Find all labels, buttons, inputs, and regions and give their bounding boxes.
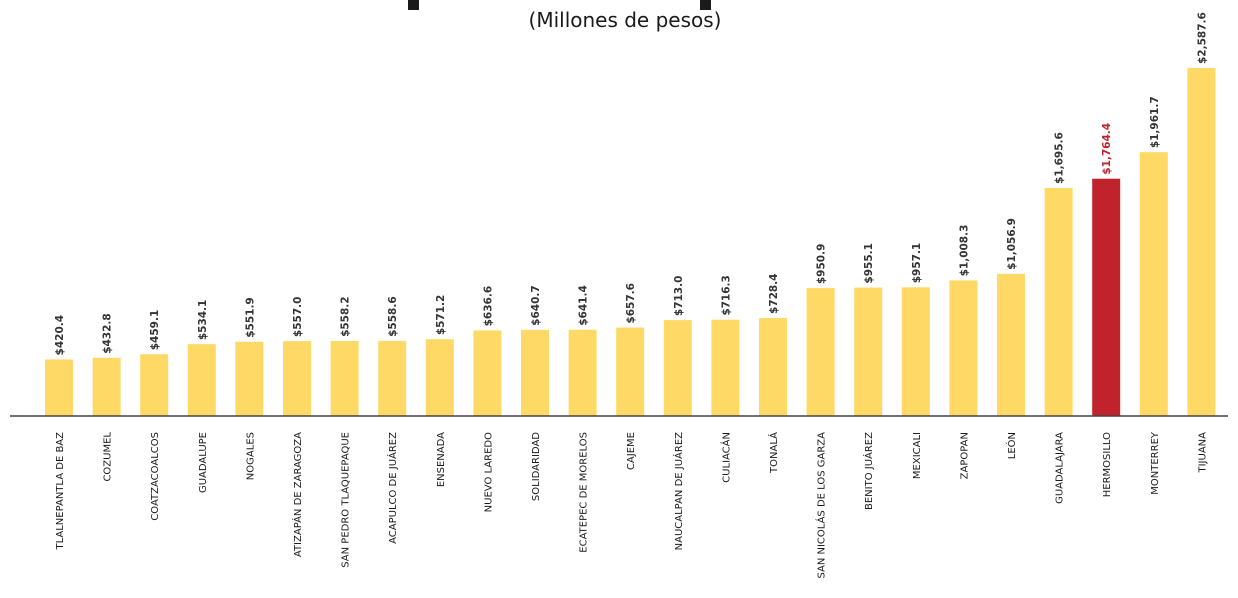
value-label-22: $1,764.4 xyxy=(1101,123,1113,175)
bar-3 xyxy=(187,344,216,416)
bar-2 xyxy=(140,354,169,416)
category-label-19: ZAPOPAN xyxy=(959,432,970,479)
value-label-13: $713.0 xyxy=(673,276,685,317)
category-label-22: HERMOSILLO xyxy=(1102,432,1113,497)
value-label-3: $534.1 xyxy=(197,300,209,341)
bar-24 xyxy=(1187,68,1216,416)
bar-19 xyxy=(949,280,978,416)
value-label-15: $728.4 xyxy=(768,274,780,315)
bar-16 xyxy=(806,288,835,416)
value-label-4: $551.9 xyxy=(244,297,256,338)
bar-18 xyxy=(901,287,930,416)
chart-subtitle: (Millones de pesos) xyxy=(528,8,722,32)
bar-8 xyxy=(425,339,454,416)
category-label-20: LEÓN xyxy=(1005,432,1018,459)
value-label-20: $1,056.9 xyxy=(1006,218,1018,270)
category-labels-group: TLALNEPANTLA DE BAZ COZUMEL COATZACOALCOS G… xyxy=(55,431,1208,578)
value-label-24: $2,587.6 xyxy=(1196,12,1208,64)
category-label-1: COZUMEL xyxy=(103,432,114,482)
category-label-10: SOLIDARIDAD xyxy=(531,432,542,501)
category-label-23: MONTERREY xyxy=(1150,431,1161,495)
category-label-15: TONALÁ xyxy=(767,432,780,474)
bar-9 xyxy=(473,330,502,416)
bar-20 xyxy=(997,273,1025,416)
bar-14 xyxy=(711,319,740,416)
bar-12 xyxy=(616,327,645,416)
category-label-2: COATZACOALCOS xyxy=(150,432,161,521)
category-label-18: MEXICALI xyxy=(912,432,923,479)
bar-17 xyxy=(854,287,883,416)
value-label-7: $558.6 xyxy=(387,296,399,337)
category-label-6: SAN PEDRO TLAQUEPAQUE xyxy=(341,432,352,568)
category-label-11: ECATEPEC DE MORELOS xyxy=(579,432,590,553)
category-label-16: SAN NICOLÁS DE LOS GARZA xyxy=(815,432,828,579)
bar-0 xyxy=(45,359,73,416)
category-label-9: NUEVO LAREDO xyxy=(483,432,494,512)
title-fragment xyxy=(408,0,711,10)
category-label-24: TIJUANA xyxy=(1197,432,1208,474)
value-label-6: $558.2 xyxy=(340,296,352,337)
value-label-17: $955.1 xyxy=(863,243,875,284)
value-label-0: $420.4 xyxy=(54,315,66,356)
value-label-2: $459.1 xyxy=(149,310,161,351)
value-label-21: $1,695.6 xyxy=(1054,132,1066,184)
bar-10 xyxy=(521,329,549,416)
value-label-19: $1,008.3 xyxy=(958,225,970,277)
bar-6 xyxy=(330,340,359,416)
category-label-12: CAJEME xyxy=(626,432,637,470)
value-label-8: $571.2 xyxy=(435,295,447,336)
bar-5 xyxy=(283,341,311,416)
bar-22 xyxy=(1092,178,1121,416)
category-label-0: TLALNEPANTLA DE BAZ xyxy=(55,432,66,551)
value-label-1: $432.8 xyxy=(102,313,114,354)
value-label-18: $957.1 xyxy=(911,243,923,284)
bar-21 xyxy=(1044,187,1073,416)
bar-11 xyxy=(568,329,597,416)
value-label-14: $716.3 xyxy=(720,275,732,316)
bar-1 xyxy=(92,357,121,416)
category-label-21: GUADALAJARA xyxy=(1055,432,1066,504)
category-label-5: ATIZAPÁN DE ZARAGOZA xyxy=(291,432,304,557)
category-label-14: CULIACÁN xyxy=(719,432,732,483)
bars-group xyxy=(45,68,1216,416)
category-label-7: ACAPULCO DE JUÁREZ xyxy=(386,432,399,544)
bar-15 xyxy=(759,318,787,416)
value-label-11: $641.4 xyxy=(578,285,590,326)
value-label-12: $657.6 xyxy=(625,283,637,324)
value-label-9: $636.6 xyxy=(482,286,494,327)
value-label-10: $640.7 xyxy=(530,285,542,326)
bar-7 xyxy=(378,340,407,416)
value-label-5: $557.0 xyxy=(292,297,304,338)
category-label-8: ENSENADA xyxy=(436,432,447,487)
category-label-4: NOGALES xyxy=(245,432,256,480)
category-label-17: BENITO JUÁREZ xyxy=(862,432,875,510)
value-label-16: $950.9 xyxy=(816,244,828,285)
value-label-23: $1,961.7 xyxy=(1149,96,1161,148)
bar-23 xyxy=(1139,152,1168,416)
category-label-3: GUADALUPE xyxy=(198,432,209,493)
value-labels-group: $420.4 $432.8 $459.1 $534.1 $551.9 $557.0 $558… xyxy=(54,12,1208,355)
category-label-13: NAUCALPAN DE JUÁREZ xyxy=(672,432,685,550)
bar-4 xyxy=(235,341,264,416)
bar-13 xyxy=(663,320,692,416)
